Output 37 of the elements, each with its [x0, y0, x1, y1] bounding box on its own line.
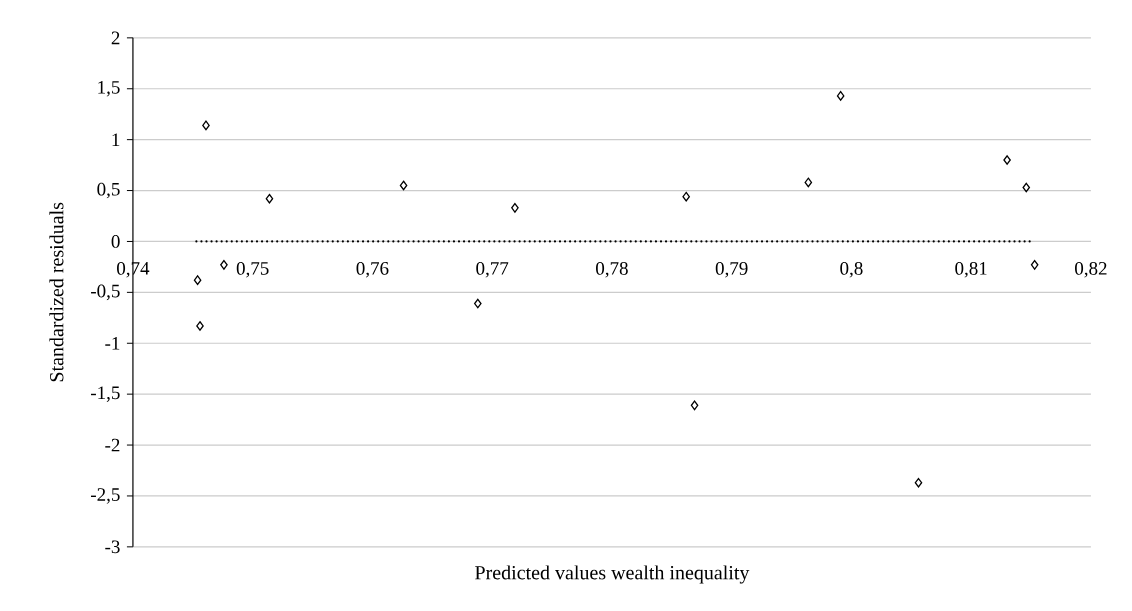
- x-tick-label: 0,75: [236, 261, 269, 278]
- x-tick-label: 0,79: [715, 261, 748, 278]
- x-tick-label: 0,8: [840, 261, 863, 278]
- point: [511, 203, 519, 213]
- y-tick-label: 1,5: [98, 81, 120, 97]
- x-tick-label: 0,78: [596, 261, 628, 278]
- point: [1003, 155, 1011, 165]
- point: [220, 260, 228, 270]
- y-tick-label: -3: [105, 540, 120, 554]
- x-tick-label: 0,82: [1075, 261, 1107, 278]
- y-tick-label: -2: [105, 438, 120, 452]
- x-tick-label: 0,77: [476, 261, 509, 278]
- y-tick-label: -2,5: [91, 488, 120, 504]
- point: [836, 91, 845, 101]
- y-tick-label: 2: [111, 31, 120, 45]
- y-tick-label: -0,5: [91, 284, 120, 301]
- point: [914, 477, 923, 488]
- y-tick-label: -1,5: [91, 386, 120, 402]
- y-tick-label: -1: [105, 336, 120, 350]
- x-tick-label: 0,76: [356, 261, 389, 278]
- point: [202, 120, 210, 131]
- point: [690, 400, 699, 411]
- point: [804, 177, 813, 188]
- point: [474, 298, 482, 309]
- point: [1022, 182, 1031, 193]
- x-axis-title: Predicted values wealth inequality: [475, 565, 750, 584]
- y-tick-label: 1: [112, 133, 120, 146]
- x-tick-label: 0,81: [955, 261, 987, 278]
- point: [196, 321, 204, 331]
- point: [682, 191, 690, 202]
- y-axis-title: Standardized residuals: [49, 202, 64, 382]
- y-tick-label: 0: [111, 235, 120, 248]
- point: [399, 180, 408, 191]
- y-tick-label: 0,5: [97, 182, 120, 199]
- point: [265, 193, 274, 204]
- point: [1030, 260, 1039, 270]
- point: [193, 275, 202, 285]
